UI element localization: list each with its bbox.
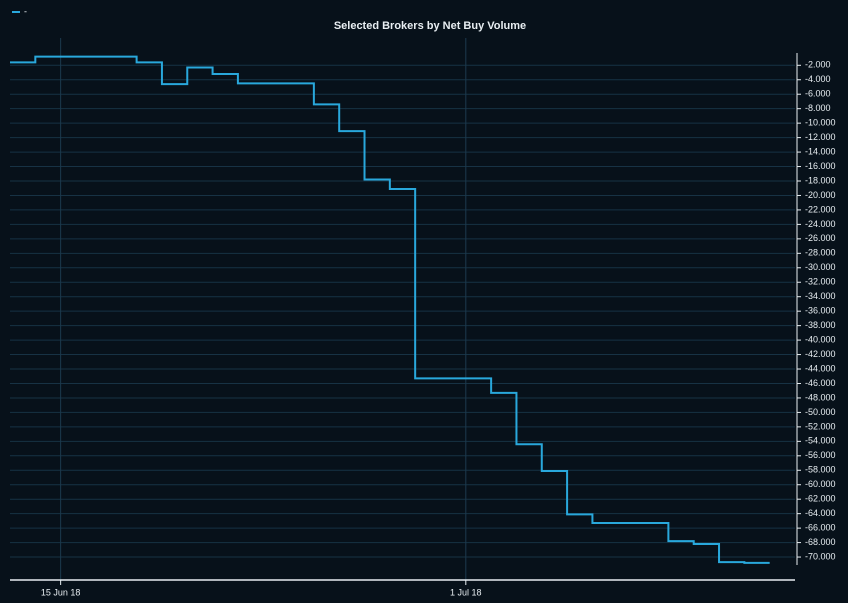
y-tick-label: -50.000 xyxy=(805,407,836,417)
y-tick-label: -12.000 xyxy=(805,132,836,142)
y-tick-label: -32.000 xyxy=(805,277,836,287)
y-tick-label: -60.000 xyxy=(805,479,836,489)
y-tick-label: -30.000 xyxy=(805,262,836,272)
step-line xyxy=(10,55,770,564)
x-tick-label: 1 Jul 18 xyxy=(450,587,482,597)
y-tick-label: -28.000 xyxy=(805,248,836,258)
y-tick-label: -22.000 xyxy=(805,204,836,214)
y-tick-label: -20.000 xyxy=(805,190,836,200)
x-tick-label: 15 Jun 18 xyxy=(41,587,81,597)
y-tick-label: -52.000 xyxy=(805,421,836,431)
y-tick-label: -68.000 xyxy=(805,537,836,547)
y-tick-label: -8.000 xyxy=(805,103,831,113)
y-tick-label: -56.000 xyxy=(805,450,836,460)
y-tick-label: -46.000 xyxy=(805,378,836,388)
y-tick-label: -66.000 xyxy=(805,522,836,532)
chart-title: Selected Brokers by Net Buy Volume xyxy=(334,20,526,32)
y-tick-label: -4.000 xyxy=(805,74,831,84)
y-tick-label: -44.000 xyxy=(805,363,836,373)
y-tick-label: -70.000 xyxy=(805,551,836,561)
y-tick-label: -16.000 xyxy=(805,161,836,171)
y-tick-label: -24.000 xyxy=(805,219,836,229)
y-tick-label: -14.000 xyxy=(805,146,836,156)
y-tick-label: -40.000 xyxy=(805,334,836,344)
y-tick-label: -2.000 xyxy=(805,60,831,70)
y-tick-label: -54.000 xyxy=(805,436,836,446)
y-tick-label: -64.000 xyxy=(805,508,836,518)
y-tick-label: -18.000 xyxy=(805,175,836,185)
y-tick-label: -36.000 xyxy=(805,306,836,316)
y-tick-label: -58.000 xyxy=(805,465,836,475)
legend-label: - xyxy=(24,6,27,16)
y-tick-label: -42.000 xyxy=(805,349,836,359)
y-tick-label: -62.000 xyxy=(805,494,836,504)
y-tick-label: -26.000 xyxy=(805,233,836,243)
y-tick-label: -38.000 xyxy=(805,320,836,330)
y-tick-label: -34.000 xyxy=(805,291,836,301)
y-tick-label: -48.000 xyxy=(805,392,836,402)
y-tick-label: -10.000 xyxy=(805,118,836,128)
y-tick-label: -6.000 xyxy=(805,89,831,99)
